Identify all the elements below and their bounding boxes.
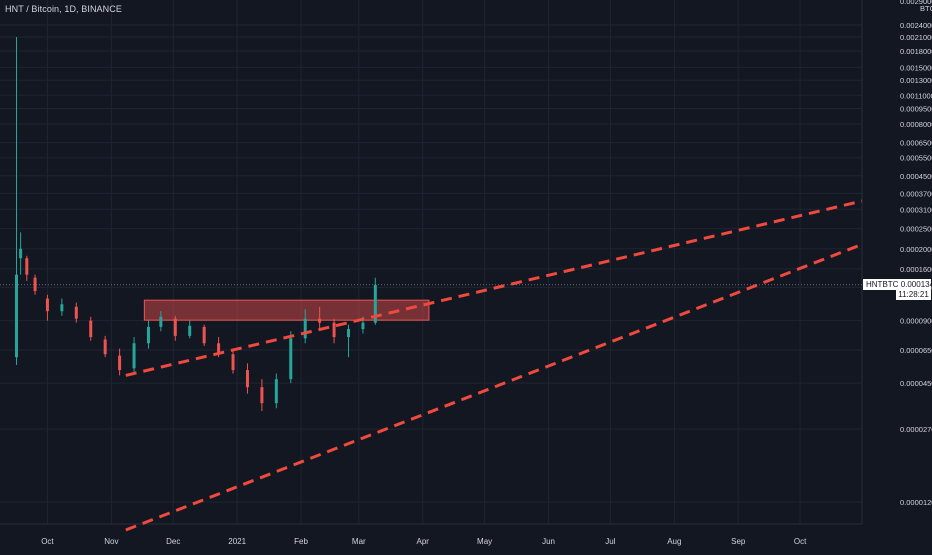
y-tick-label: 0.0013000 — [900, 76, 932, 85]
candle-body — [245, 370, 249, 388]
candle-body — [159, 316, 163, 327]
y-tick-label: 0.0000120 — [900, 498, 932, 507]
candle-body — [14, 274, 18, 358]
resistance-zone — [143, 299, 430, 321]
candle-body — [33, 277, 37, 292]
y-tick-label: 0.0011000 — [900, 91, 932, 100]
candle-body — [19, 248, 23, 259]
candle-body — [132, 343, 136, 369]
y-tick-label: 0.0001600 — [900, 265, 932, 274]
candle-body — [146, 326, 150, 344]
y-tick-label: 0.0000900 — [900, 317, 932, 326]
candle-body — [361, 322, 365, 330]
candle-body — [118, 355, 122, 371]
y-tick-label: 0.0009500 — [900, 104, 932, 113]
y-tick-label: 0.0000650 — [900, 346, 932, 355]
candle-body — [188, 325, 192, 336]
trendline-upper — [125, 199, 863, 377]
x-tick-label: 2021 — [228, 537, 246, 546]
x-tick-label: Jun — [542, 537, 555, 546]
candle-body — [74, 306, 78, 319]
y-tick-label: 0.0002000 — [900, 245, 932, 254]
y-tick-label: 0.0008000 — [900, 120, 932, 129]
bar-countdown: 11:28:21 — [896, 289, 931, 300]
symbol-label: HNTBTC — [866, 279, 899, 289]
x-tick-label: Mar — [352, 537, 366, 546]
y-tick-label: 0.0004500 — [900, 172, 932, 181]
y-tick-label: 0.0018000 — [900, 47, 932, 56]
x-tick-label: May — [477, 537, 492, 546]
candle-body — [289, 338, 293, 380]
x-tick-label: Dec — [166, 537, 180, 546]
candle-body — [25, 258, 29, 275]
candle-body — [303, 318, 307, 339]
candle-body — [45, 298, 49, 312]
candle-body — [373, 284, 377, 323]
last-price-tag: HNTBTC 0.0001340 — [863, 278, 932, 290]
x-tick-label: Sep — [731, 537, 746, 546]
candle-body — [103, 339, 107, 355]
candle-body — [60, 304, 64, 312]
y-axis-top-label: 0.0029000 — [900, 0, 932, 6]
y-tick-label: 0.0006500 — [900, 139, 932, 148]
x-tick-label: Oct — [794, 537, 807, 546]
x-tick-label: Apr — [417, 537, 430, 546]
y-axis-unit-label: BTC — [920, 4, 932, 13]
candle-body — [173, 318, 177, 336]
x-tick-label: Feb — [294, 537, 308, 546]
y-tick-label: 0.0002500 — [900, 225, 932, 234]
x-tick-label: Oct — [41, 537, 54, 546]
trendline-lower — [125, 242, 863, 532]
candle-body — [274, 379, 278, 404]
y-tick-label: 0.0005500 — [900, 154, 932, 163]
chart-title: HNT / Bitcoin, 1D, BINANCE — [5, 4, 122, 14]
x-tick-label: Jul — [605, 537, 615, 546]
y-tick-label: 0.0000450 — [900, 379, 932, 388]
y-tick-label: 0.0000270 — [900, 425, 932, 434]
candle-body — [231, 354, 235, 371]
y-tick-label: 0.0015000 — [900, 63, 932, 72]
x-tick-label: Aug — [667, 537, 681, 546]
y-tick-label: 0.0024000 — [900, 21, 932, 30]
y-tick-label: 0.0003100 — [900, 205, 932, 214]
x-tick-label: Nov — [104, 537, 118, 546]
candle-body — [318, 318, 322, 323]
y-tick-label: 0.0003700 — [900, 189, 932, 198]
price-value: 0.0001340 — [900, 279, 932, 289]
candle-body — [347, 329, 351, 338]
candle-body — [217, 343, 221, 355]
candle-body — [89, 320, 93, 338]
y-tick-label: 0.0021000 — [900, 33, 932, 42]
candle-body — [260, 387, 264, 404]
candle-body — [332, 322, 336, 338]
candle-body — [202, 326, 206, 344]
